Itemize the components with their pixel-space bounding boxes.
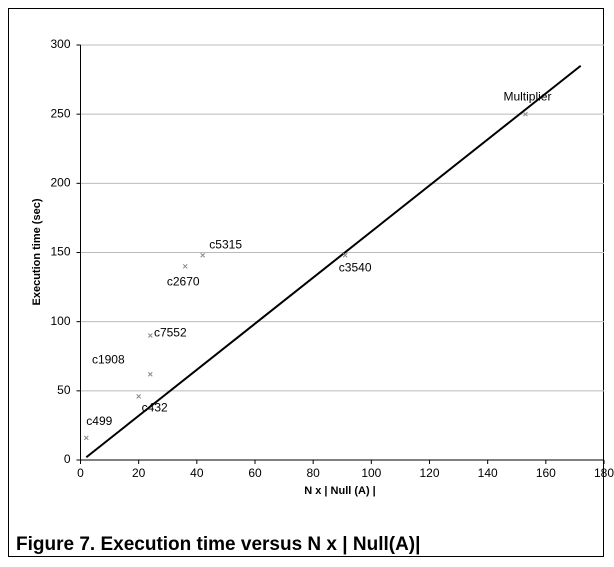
point	[83, 435, 89, 441]
y-tick-label: 0	[64, 452, 71, 466]
point-label: Multiplier	[503, 89, 551, 103]
x-tick-label: 120	[419, 466, 439, 480]
y-tick-label: 150	[50, 245, 70, 259]
y-tick-label: 100	[50, 314, 70, 328]
x-tick-label: 140	[478, 466, 498, 480]
trend-line	[85, 64, 582, 459]
x-tick-label: 40	[190, 466, 204, 480]
point-label: c3540	[339, 260, 372, 274]
x-axis-title: N x | Null (A) |	[304, 485, 376, 497]
x-tick-label: 160	[536, 466, 556, 480]
x-tick-label: 100	[361, 466, 381, 480]
point	[147, 371, 153, 377]
point	[182, 263, 188, 269]
point	[342, 252, 348, 258]
point	[200, 252, 206, 258]
x-tick-label: 80	[306, 466, 320, 480]
y-tick-label: 200	[50, 176, 70, 190]
point	[147, 333, 153, 338]
y-tick-label: 50	[57, 383, 71, 397]
y-axis-title: Execution time (sec)	[31, 198, 43, 305]
point-label: c5315	[209, 237, 242, 251]
point-label: c432	[142, 401, 168, 415]
x-tick-label: 180	[594, 466, 614, 480]
point-label: c1908	[92, 352, 125, 366]
x-tick-label: 60	[248, 466, 262, 480]
point	[136, 394, 142, 399]
x-tick-label: 20	[132, 466, 146, 480]
y-tick-label: 250	[50, 106, 70, 120]
figure-frame	[8, 8, 604, 557]
point-label: c499	[86, 414, 112, 428]
point-label: c2670	[167, 275, 200, 289]
point-label: c7552	[154, 326, 187, 340]
y-tick-label: 300	[50, 37, 70, 51]
x-tick-label: 0	[77, 466, 84, 480]
point	[523, 111, 528, 117]
caption: Figure 7. Execution time versus N x | Nu…	[16, 534, 420, 555]
